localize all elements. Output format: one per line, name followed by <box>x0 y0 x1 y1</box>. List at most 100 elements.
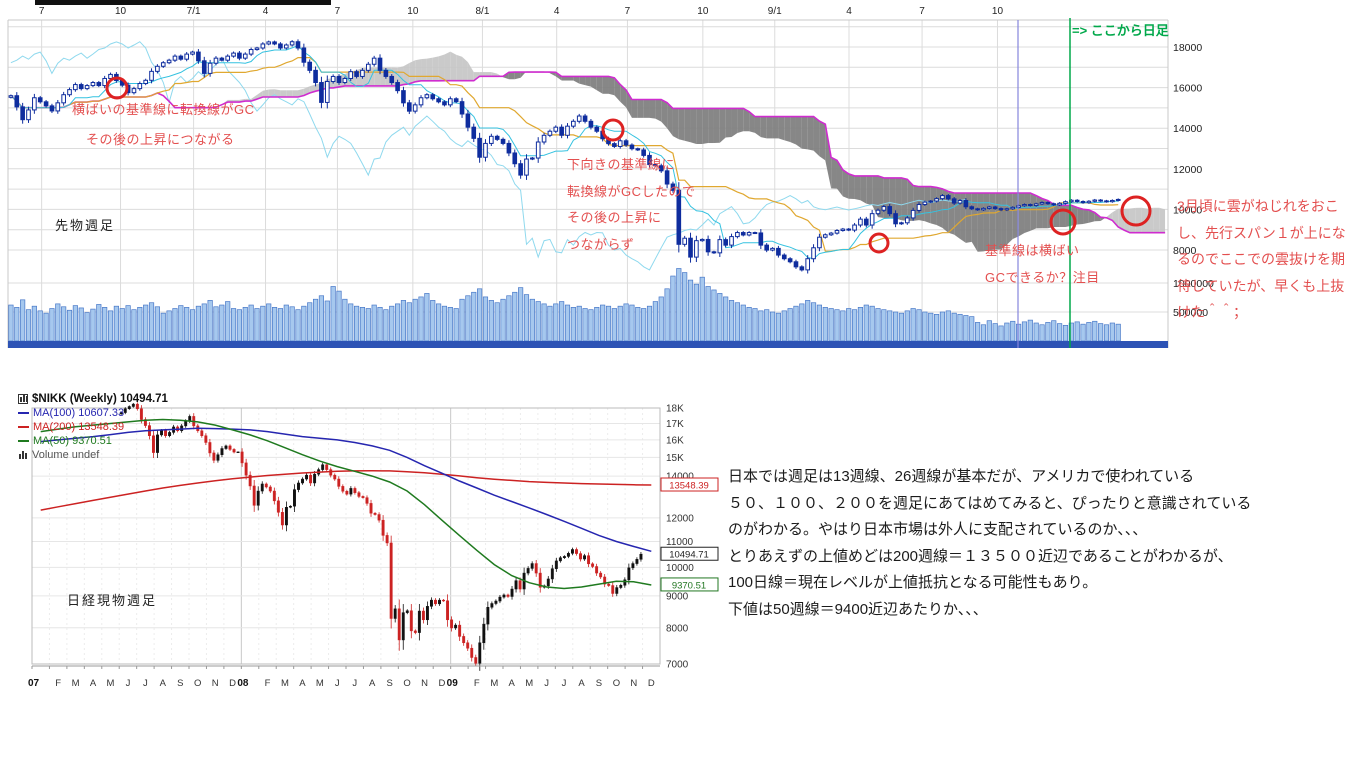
annotation-gc1-line2: その後の上昇につながる <box>86 132 235 147</box>
svg-text:J: J <box>352 678 357 689</box>
svg-text:500000: 500000 <box>1173 307 1208 319</box>
commentary-text: 日本では週足は13週線、26週線が基本だが、アメリカで使われている ５０、１００… <box>728 464 1251 623</box>
svg-text:J: J <box>126 678 131 689</box>
svg-text:10: 10 <box>407 6 419 17</box>
commentary-line6: 下値は50週線＝9400近辺あたりか、、、 <box>728 600 988 618</box>
daily-from-here-note: => ここから日足 <box>1072 23 1169 38</box>
svg-text:S: S <box>386 678 392 689</box>
futures-weekly-ichimoku-chart: 7 10 7/1 4 7 10 8/1 4 7 10 9/1 4 7 10 18000 16000 14000 1… <box>7 6 1214 348</box>
annotation-gc2-line2: 転換線がGCしたので <box>567 183 696 199</box>
svg-text:8000: 8000 <box>1173 245 1197 257</box>
svg-text:O: O <box>613 678 620 689</box>
volume-icon <box>18 450 28 460</box>
svg-text:M: M <box>107 678 115 689</box>
svg-text:O: O <box>194 678 201 689</box>
legend-ma50: MA(50) 9370.51 <box>18 434 168 448</box>
svg-text:J: J <box>335 678 340 689</box>
svg-text:18K: 18K <box>666 404 684 415</box>
svg-text:10: 10 <box>697 6 709 17</box>
svg-text:D: D <box>229 678 236 689</box>
svg-text:A: A <box>90 678 97 689</box>
commentary-line1: 日本では週足は13週線、26週線が基本だが、アメリカで使われている <box>728 468 1195 485</box>
svg-text:16000: 16000 <box>1173 83 1202 95</box>
annotation-gc1-line1: 横ばいの基準線に転換線がGC <box>72 102 255 117</box>
svg-text:D: D <box>648 678 655 689</box>
svg-text:15K: 15K <box>666 453 684 464</box>
legend-title-row: $NIKK (Weekly) 10494.71 <box>18 392 168 406</box>
legend-ma200-label: MA(200) 13548.39 <box>33 421 125 433</box>
nikkei-cash-label: 日経現物週足 <box>67 593 158 608</box>
svg-text:A: A <box>369 678 376 689</box>
svg-text:08: 08 <box>237 678 249 689</box>
svg-text:10: 10 <box>992 6 1004 17</box>
svg-text:13548.39: 13548.39 <box>669 481 709 492</box>
svg-text:10494.71: 10494.71 <box>669 550 709 561</box>
svg-text:A: A <box>578 678 585 689</box>
commentary-line5: 100日線＝現在レベルが上値抵抗となる可能性もあり。 <box>728 574 1098 591</box>
svg-text:N: N <box>212 678 219 689</box>
svg-text:12000: 12000 <box>1173 164 1202 176</box>
legend-ma100: MA(100) 10607.33 <box>18 406 168 420</box>
svg-text:17K: 17K <box>666 419 684 430</box>
cloud-twist-note-line2: し、先行スパン１が上にな <box>1177 224 1346 241</box>
svg-text:A: A <box>299 678 306 689</box>
svg-text:7/1: 7/1 <box>187 6 201 17</box>
svg-text:18000: 18000 <box>1173 42 1202 54</box>
cloud-twist-note-line1: 3月頃に雲がねじれをおこ <box>1177 198 1339 214</box>
svg-text:8000: 8000 <box>666 623 689 634</box>
svg-text:8/1: 8/1 <box>475 6 489 17</box>
svg-text:F: F <box>55 678 61 689</box>
svg-text:9/1: 9/1 <box>768 6 782 17</box>
svg-text:14000: 14000 <box>1173 123 1202 135</box>
ma50-line-swatch <box>18 440 29 443</box>
svg-text:7: 7 <box>335 6 341 17</box>
nikkei-cash-weekly-chart: 18K 17K 16K 15K 14000 12000 11000 10000 9000 8000… <box>28 402 719 689</box>
svg-text:4: 4 <box>554 6 560 17</box>
svg-text:9370.51: 9370.51 <box>672 580 706 591</box>
cloud-twist-note-line4: 待していたが、早くも上抜 <box>1177 277 1345 294</box>
svg-text:4: 4 <box>846 6 852 17</box>
legend-volume-label: Volume undef <box>32 449 100 461</box>
svg-text:J: J <box>544 678 549 689</box>
svg-text:M: M <box>316 678 324 689</box>
svg-text:7: 7 <box>39 6 45 17</box>
ma200-line-swatch <box>18 426 29 429</box>
annotation-gc3-line2: GCできるか？注目 <box>985 269 1100 285</box>
svg-text:10: 10 <box>115 6 127 17</box>
svg-text:D: D <box>439 678 446 689</box>
chart-legend: $NIKK (Weekly) 10494.71 MA(100) 10607.33… <box>18 392 168 462</box>
annotation-gc3-line1: 基準線は横ばい <box>985 243 1080 258</box>
svg-text:12000: 12000 <box>666 513 694 524</box>
annotation-gc2-line1: 下向きの基準線に <box>567 157 676 172</box>
annotation-gc2: 下向きの基準線に 転換線がGCしたので その後の上昇に つながらず <box>567 152 696 258</box>
svg-text:O: O <box>403 678 410 689</box>
legend-ma50-label: MA(50) 9370.51 <box>33 435 112 447</box>
svg-text:7: 7 <box>625 6 631 17</box>
chart-title: $NIKK (Weekly) 10494.71 <box>32 393 168 405</box>
svg-text:10000: 10000 <box>666 563 694 574</box>
commentary-line2: ５０、１００、２００を週足にあてはめてみると、ぴったりと意識されている <box>728 494 1252 512</box>
svg-text:F: F <box>474 678 480 689</box>
svg-text:F: F <box>265 678 271 689</box>
svg-text:N: N <box>421 678 428 689</box>
svg-text:M: M <box>72 678 80 689</box>
commentary-line4: とりあえずの上値めどは200週線＝１３５００近辺であることがわかるが、 <box>728 547 1233 565</box>
cloud-twist-note-line5: けた＾＾； <box>1177 304 1247 320</box>
svg-text:A: A <box>160 678 167 689</box>
svg-text:4: 4 <box>263 6 269 17</box>
svg-text:A: A <box>509 678 516 689</box>
svg-text:14000: 14000 <box>666 472 694 483</box>
cropped-titlebar-remnant <box>35 0 331 5</box>
svg-text:9000: 9000 <box>666 591 689 602</box>
cloud-twist-note-line3: るのでここでの雲抜けを期 <box>1177 251 1345 267</box>
svg-text:J: J <box>143 678 148 689</box>
svg-text:7000: 7000 <box>666 660 689 671</box>
svg-text:09: 09 <box>447 678 459 689</box>
svg-text:1000000: 1000000 <box>1173 278 1214 290</box>
svg-text:S: S <box>596 678 602 689</box>
annotation-gc2-line3: その後の上昇に <box>567 210 662 225</box>
cloud-twist-note: 3月頃に雲がねじれをおこ し、先行スパン１が上にな るのでここでの雲抜けを期 待… <box>1177 193 1346 326</box>
annotation-gc3: 基準線は横ばい GCできるか？注目 <box>985 238 1100 291</box>
ma100-line-swatch <box>18 412 29 415</box>
svg-text:10000: 10000 <box>1173 204 1202 216</box>
